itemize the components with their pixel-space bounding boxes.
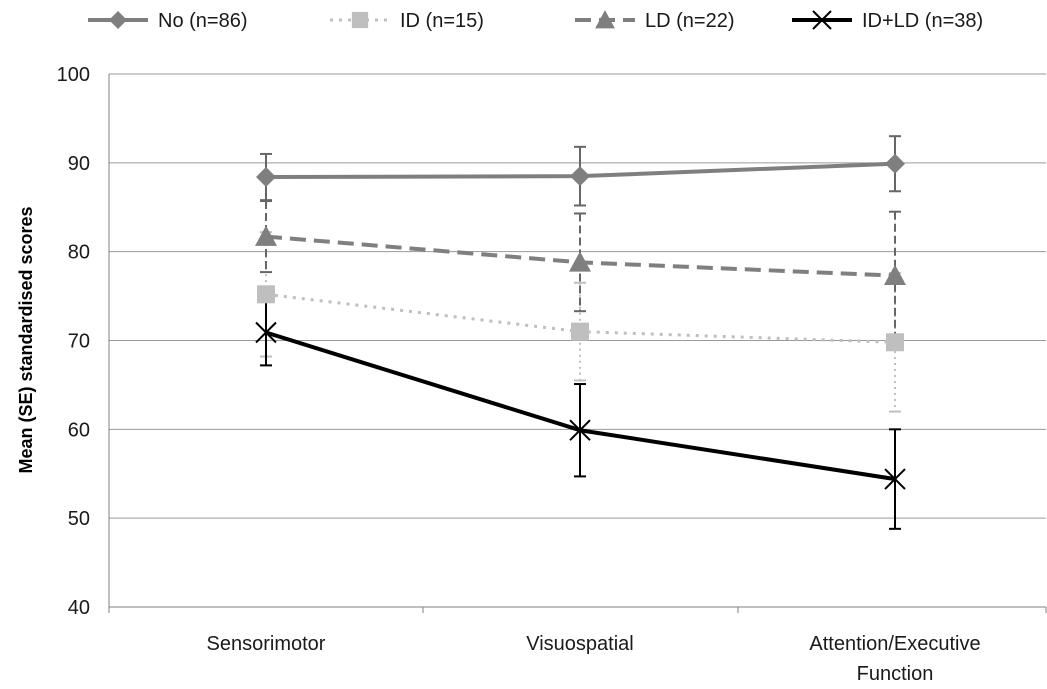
marker-x: [255, 321, 277, 344]
marker-triangle: [595, 10, 615, 29]
y-tick-label: 100: [57, 64, 90, 86]
y-tick-labels: 40 50 60 70 80 90 100: [57, 64, 90, 619]
marker-x: [884, 468, 906, 490]
y-axis-title: Mean (SE) standardised scores: [16, 206, 36, 473]
marker-diamond: [256, 167, 276, 188]
y-tick-label: 40: [68, 597, 90, 619]
legend-label: No (n=86): [158, 10, 248, 32]
x-category-label: Function: [857, 663, 934, 685]
legend-item: ID+LD (n=38): [792, 10, 983, 32]
x-category-label: Sensorimotor: [207, 633, 326, 655]
marker-diamond: [885, 153, 905, 174]
y-tick-label: 70: [68, 331, 90, 353]
y-tick-label: 90: [68, 153, 90, 175]
series-markers: [255, 153, 906, 490]
legend-label: ID (n=15): [400, 10, 484, 32]
legend-label: LD (n=22): [645, 10, 735, 32]
y-tick-label: 50: [68, 508, 90, 530]
legend-item: LD (n=22): [575, 10, 735, 32]
legend-item: ID (n=15): [330, 10, 484, 32]
x-category-label: Attention/Executive: [809, 633, 980, 655]
marker-diamond: [570, 166, 590, 187]
x-category-label: Visuospatial: [526, 633, 633, 655]
marker-x: [812, 10, 832, 30]
x-category-labels: Sensorimotor Visuospatial Attention/Execut…: [207, 633, 981, 685]
marker-diamond: [109, 11, 127, 29]
marker-triangle: [569, 251, 591, 272]
marker-x: [569, 419, 591, 441]
marker-triangle: [255, 225, 277, 246]
marker-square: [351, 11, 369, 29]
y-tick-label: 80: [68, 242, 90, 264]
gridlines: [108, 73, 1047, 613]
marker-triangle: [884, 264, 906, 286]
marker-square: [571, 322, 589, 341]
marker-square: [886, 333, 904, 352]
legend: No (n=86) ID (n=15) LD (n=22) ID+LD (n=38): [88, 10, 983, 32]
legend-item: No (n=86): [88, 10, 248, 32]
y-tick-label: 60: [68, 419, 90, 441]
legend-label: ID+LD (n=38): [862, 10, 983, 32]
marker-square: [257, 285, 275, 304]
